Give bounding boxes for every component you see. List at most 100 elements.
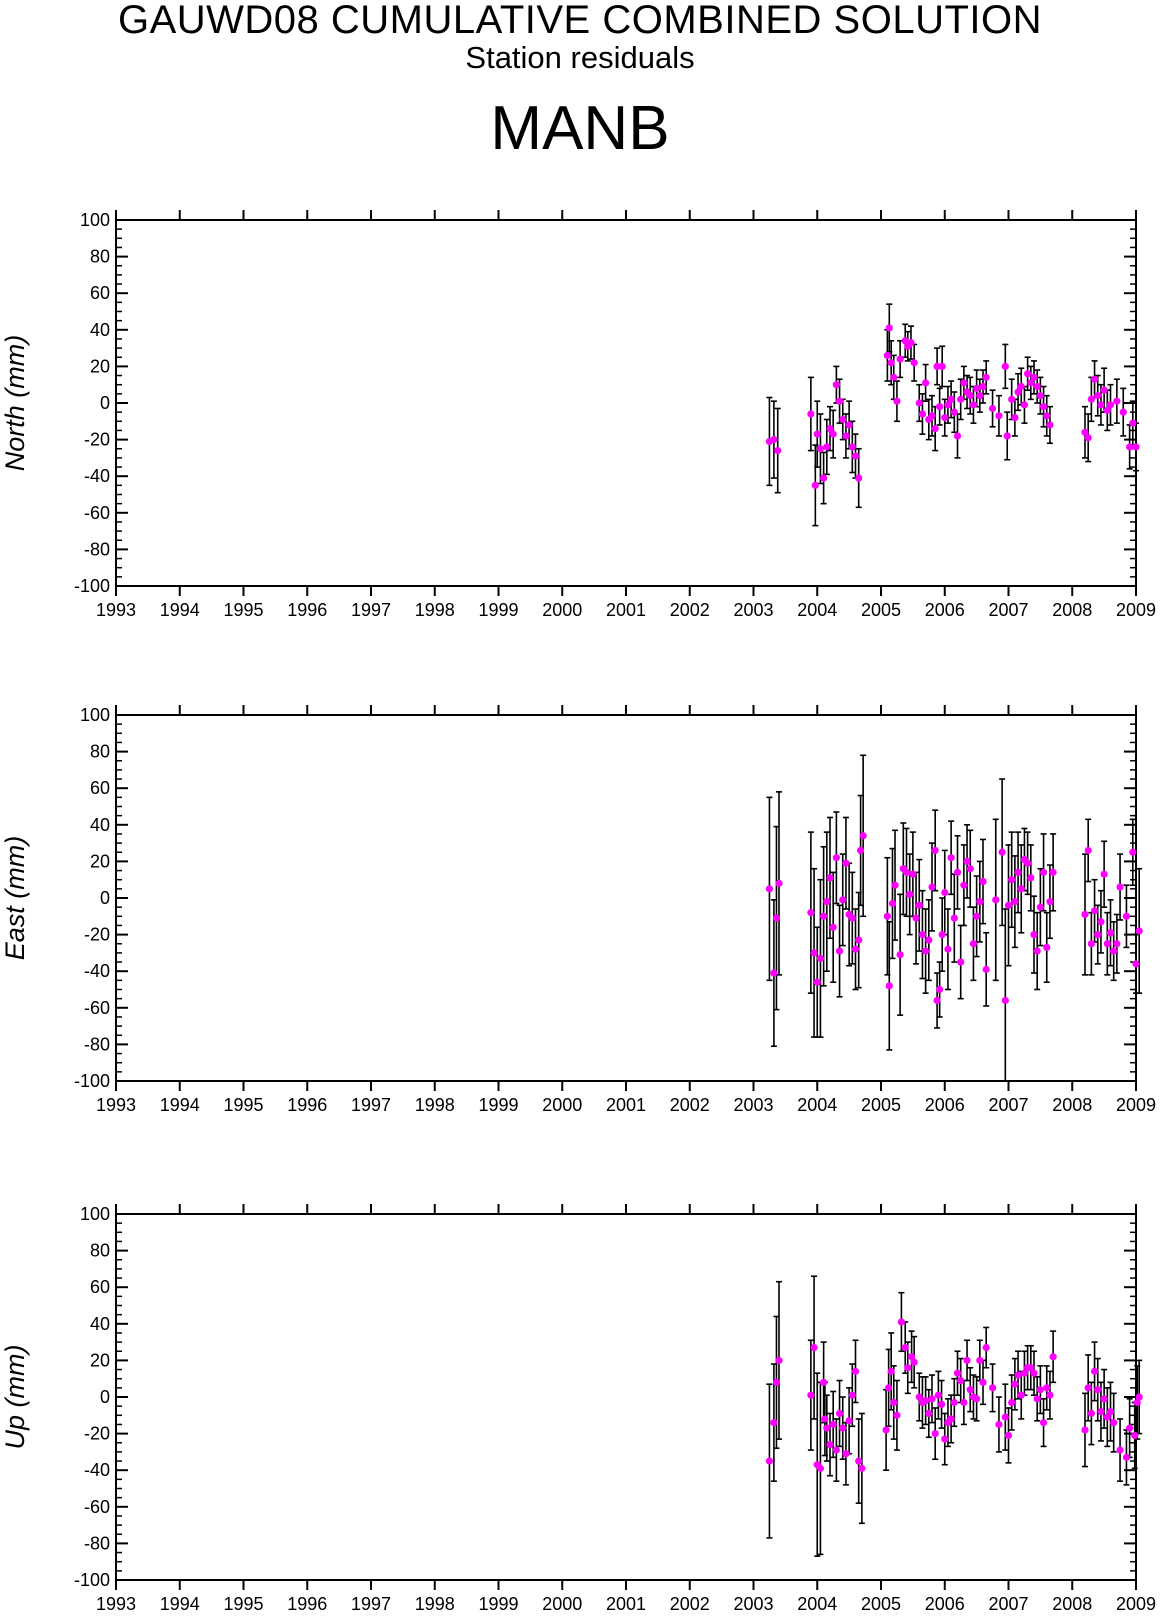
panel-3-x-tick-label: 2003 xyxy=(733,1594,773,1614)
chart-subtitle: Station residuals xyxy=(465,40,695,75)
panel-3-data-point xyxy=(937,1400,946,1408)
panel-2-y-tick-label: 60 xyxy=(90,778,110,798)
panel-2-x-tick-label: 1994 xyxy=(160,1095,200,1115)
panel-1-y-tick-label: 100 xyxy=(80,210,110,230)
panel-1-data-point xyxy=(842,432,850,440)
panel-3-data-point xyxy=(963,1356,971,1364)
panel-2-data-point xyxy=(765,885,774,893)
panel-2-data-point xyxy=(915,901,923,909)
panel-2-data-point xyxy=(851,945,860,953)
panel-1-data-point xyxy=(918,410,927,418)
panel-3-data-point xyxy=(775,1356,783,1364)
panel-1-data-point xyxy=(820,474,828,482)
panel-2-data-point xyxy=(933,996,941,1005)
panel-2-x-tick-label: 2005 xyxy=(861,1095,901,1115)
panel-1-data-point xyxy=(953,432,962,440)
panel-2-data-point xyxy=(947,854,955,862)
panel-2-x-tick-label: 2000 xyxy=(542,1095,582,1115)
panel-2-data-point xyxy=(909,870,917,878)
panel-2-data-point xyxy=(810,949,818,957)
panel-3-data-point xyxy=(973,1395,981,1403)
panel-2-data-point xyxy=(832,854,840,862)
panel-1-y-tick-label: -40 xyxy=(84,466,110,486)
panel-1-data-point xyxy=(1084,434,1092,442)
panel-3-data-point xyxy=(979,1378,987,1386)
panel-1-data-point xyxy=(938,362,946,370)
panel-2-data-point xyxy=(1113,940,1121,948)
panel-2-y-tick-label: -60 xyxy=(84,998,110,1018)
panel-2-data-point xyxy=(1039,868,1048,876)
panel-3-data-point xyxy=(976,1356,984,1364)
panel-1-data-point xyxy=(1046,421,1054,429)
panel-3-data-point xyxy=(960,1398,968,1407)
panel-3-data-point xyxy=(893,1411,901,1419)
panel-3-data-point xyxy=(897,1318,906,1326)
panel-3-y-tick-label: -60 xyxy=(84,1497,110,1517)
panel-2-x-tick-label: 1993 xyxy=(96,1095,136,1115)
panel-2-data-point xyxy=(950,914,958,922)
panel-3-data-point xyxy=(1087,1409,1095,1418)
panel-1-data-point xyxy=(901,337,909,345)
panel-3-data-point xyxy=(1020,1369,1029,1377)
panel-3-data-point xyxy=(1103,1413,1111,1421)
panel-3-data-point xyxy=(1100,1395,1108,1403)
panel-1-data-point xyxy=(1090,375,1099,383)
panel-3-x-tick-label: 2008 xyxy=(1052,1594,1092,1614)
panel-3-data-point xyxy=(826,1440,834,1449)
panel-3-data-point xyxy=(821,1415,829,1423)
panel-2-data-point xyxy=(902,868,911,876)
panel-3-data-point xyxy=(1017,1391,1025,1399)
panel-3-x-tick-label: 2004 xyxy=(797,1594,837,1614)
panel-1-data-point xyxy=(1008,395,1016,403)
panel-3-y-tick-label: 100 xyxy=(80,1204,110,1224)
panel-2-data-point xyxy=(1027,874,1035,882)
panel-3-y-tick-label: -100 xyxy=(74,1570,110,1590)
panel-3-data-point xyxy=(823,1424,831,1432)
panel-2-data-point xyxy=(770,969,778,977)
panel-2-data-point xyxy=(848,914,856,922)
panel-1-data-point xyxy=(807,410,815,418)
panel-1-data-point xyxy=(1103,406,1111,414)
panel-2-y-tick-label: 80 xyxy=(90,742,110,762)
panel-1-y-tick-label: 40 xyxy=(90,320,110,340)
panel-1-data-point xyxy=(1020,401,1029,409)
panel-1-data-point xyxy=(1033,382,1041,391)
panel-1-data-point xyxy=(885,324,893,332)
panel-2-x-tick-label: 2002 xyxy=(670,1095,710,1115)
panel-2-data-point xyxy=(896,951,904,959)
panel-1-data-point xyxy=(933,362,941,370)
panel-3-y-tick-label: -40 xyxy=(84,1460,110,1480)
panel-3-x-tick-label: 1995 xyxy=(223,1594,263,1614)
panel-1-y-tick-label: -60 xyxy=(84,503,110,523)
panel-3-x-tick-label: 2009 xyxy=(1116,1594,1156,1614)
panel-3-x-tick-label: 1996 xyxy=(287,1594,327,1614)
panel-3-data-point xyxy=(908,1353,916,1361)
panel-3-y-tick-label: -80 xyxy=(84,1533,110,1553)
panel-3-data-point xyxy=(807,1391,815,1399)
panel-3-data-point xyxy=(1027,1364,1035,1372)
panel-3-data-point xyxy=(839,1424,847,1432)
panel-2-data-point xyxy=(1011,898,1019,906)
panel-3-data-point xyxy=(1039,1419,1048,1427)
panel-1-data-point xyxy=(988,404,997,413)
panel-3-y-tick-label: 40 xyxy=(90,1314,110,1334)
panel-3-data-point xyxy=(922,1397,930,1405)
panel-2-data-point xyxy=(1049,868,1057,876)
panel-2-data-point xyxy=(807,909,815,917)
panel-2-data-point xyxy=(1017,885,1025,893)
panel-1-data-point xyxy=(1097,401,1105,409)
panel-1-data-point xyxy=(1003,432,1011,440)
panel-2-data-point xyxy=(1024,859,1032,867)
panel-3-x-tick-label: 1994 xyxy=(160,1594,200,1614)
panel-2-data-point xyxy=(982,965,990,973)
panel-1-x-tick-label: 1997 xyxy=(351,600,391,620)
panel-1-data-point xyxy=(823,443,831,451)
panel-2-data-point xyxy=(1008,876,1016,884)
panel-2-data-point xyxy=(973,912,981,920)
chart-title: GAUWD08 CUMULATIVE COMBINED SOLUTION xyxy=(117,0,1043,42)
panel-1-data-point xyxy=(1039,403,1048,411)
panel-2-data-point xyxy=(820,912,828,920)
panel-3-data-point xyxy=(887,1367,895,1375)
panel-2-x-tick-label: 2004 xyxy=(797,1095,837,1115)
panel-2-data-point xyxy=(941,888,949,897)
